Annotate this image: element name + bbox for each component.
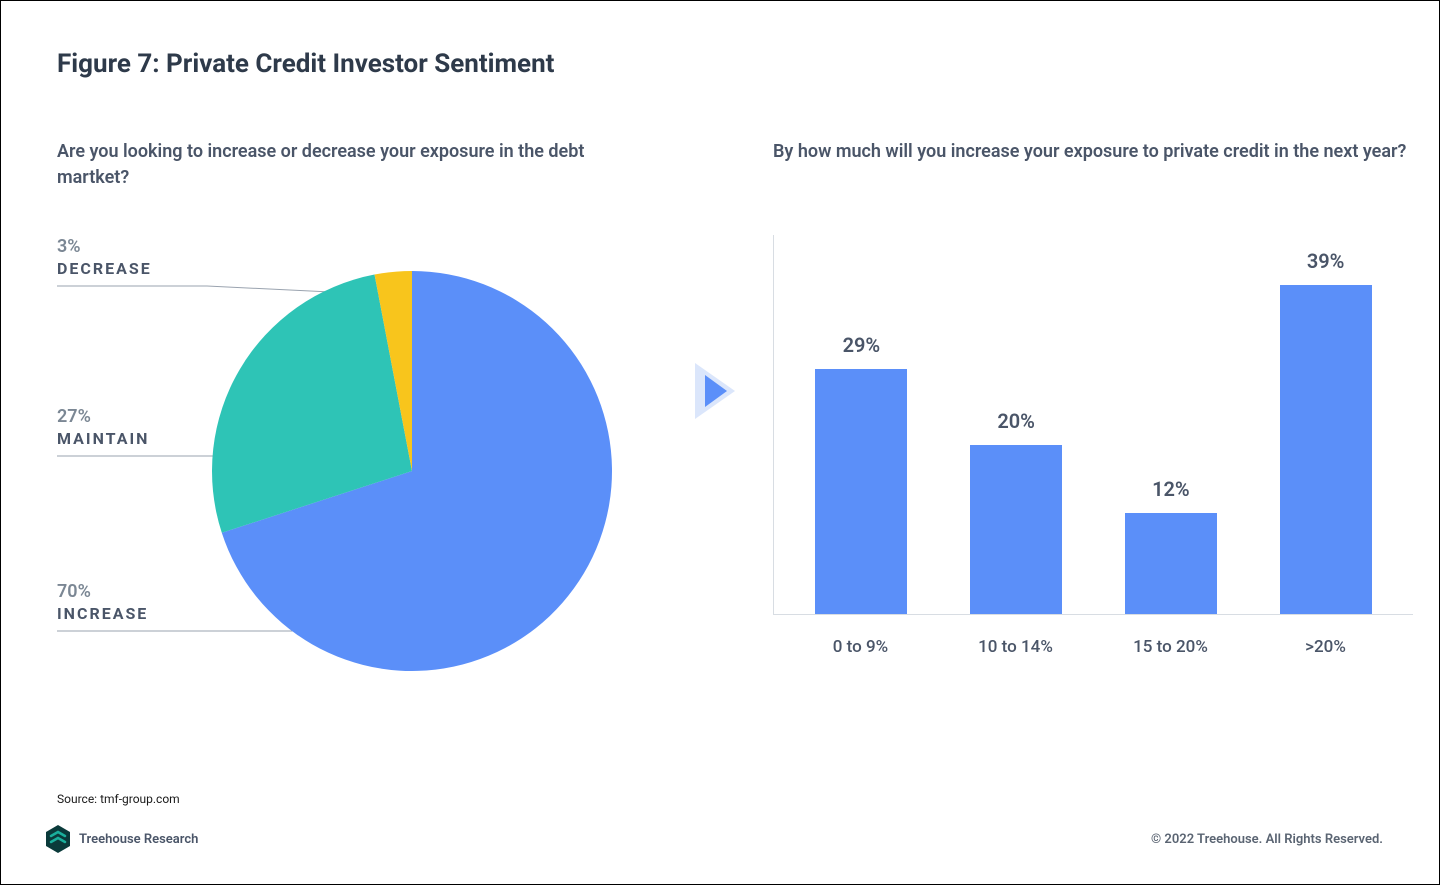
pie-label-increase: INCREASE: [57, 604, 148, 623]
pie-question: Are you looking to increase or decrease …: [57, 139, 657, 191]
bar-panel: By how much will you increase your expos…: [773, 139, 1413, 675]
bar: [815, 369, 907, 614]
right-arrow-icon: [687, 359, 743, 423]
arrow-divider: [687, 139, 743, 423]
source-caption: Source: tmf-group.com: [57, 792, 180, 806]
bar-x-label: 15 to 20%: [1096, 637, 1246, 657]
pie-chart: [212, 261, 632, 681]
pie-pct-increase: 70%: [57, 581, 148, 602]
brand: Treehouse Research: [45, 824, 198, 854]
figure-container: Figure 7: Private Credit Investor Sentim…: [0, 0, 1440, 885]
pie-panel: Are you looking to increase or decrease …: [57, 139, 657, 701]
bar-column: 29%: [786, 333, 936, 614]
figure-title: Figure 7: Private Credit Investor Sentim…: [57, 49, 1383, 79]
bar-chart: 29% 20% 12% 39%: [773, 235, 1413, 615]
bar-column: 20%: [941, 409, 1091, 614]
bar-value-label: 39%: [1307, 249, 1345, 273]
bar-x-label: 10 to 14%: [941, 637, 1091, 657]
bar-column: 12%: [1096, 477, 1246, 614]
bar-value-label: 20%: [997, 409, 1035, 433]
bar-value-label: 29%: [843, 333, 881, 357]
pie-pct-maintain: 27%: [57, 406, 149, 427]
copyright: © 2022 Treehouse. All Rights Reserved.: [1151, 832, 1383, 847]
bar: [1125, 513, 1217, 614]
bar: [970, 445, 1062, 614]
bar-x-label: 0 to 9%: [786, 637, 936, 657]
bar-column: 39%: [1251, 249, 1401, 614]
treehouse-logo-icon: [45, 824, 71, 854]
pie-label-decrease: DECREASE: [57, 259, 152, 278]
brand-text: Treehouse Research: [79, 832, 198, 847]
footer: Treehouse Research © 2022 Treehouse. All…: [45, 824, 1383, 854]
bar-x-label: >20%: [1251, 637, 1401, 657]
pie-label-maintain: MAINTAIN: [57, 429, 149, 448]
pie-callout-maintain: 27% MAINTAIN: [57, 406, 149, 448]
pie-callout-decrease: 3% DECREASE: [57, 236, 152, 278]
pie-pct-decrease: 3%: [57, 236, 152, 257]
pie-callout-increase: 70% INCREASE: [57, 581, 148, 623]
bar-question: By how much will you increase your expos…: [773, 139, 1413, 165]
bar-value-label: 12%: [1152, 477, 1190, 501]
pie-chart-wrap: 3% DECREASE 27% MAINTAIN 70% INCREASE: [57, 231, 657, 701]
bar-chart-wrap: 29% 20% 12% 39% 0 to 9%10 to 14%15 to 20%>2…: [773, 205, 1413, 675]
bar-x-labels: 0 to 9%10 to 14%15 to 20%>20%: [773, 615, 1413, 657]
charts-row: Are you looking to increase or decrease …: [57, 139, 1383, 701]
bar: [1280, 285, 1372, 614]
